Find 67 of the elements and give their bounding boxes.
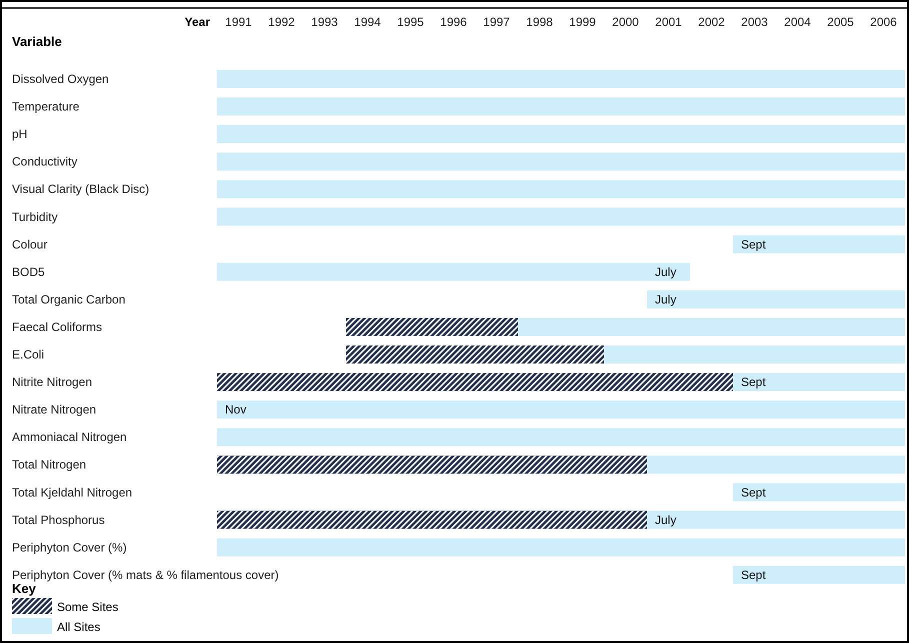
x-tick-label: 1995 [397, 15, 424, 29]
legend-label: All Sites [57, 620, 100, 634]
x-tick-label: 1994 [354, 15, 382, 29]
bar [217, 98, 905, 116]
y-axis-title: Variable [12, 34, 62, 49]
x-tick-label: 1999 [569, 15, 596, 29]
annotation: Sept [741, 237, 766, 252]
legend-title: Key [12, 581, 37, 596]
y-tick-label: BOD5 [12, 264, 46, 279]
bar [217, 400, 905, 419]
x-tick-label: 1998 [526, 15, 554, 29]
bar [647, 456, 905, 474]
bar [518, 318, 905, 336]
y-tick-label: Dissolved Oxygen [12, 72, 109, 86]
y-tick-label: Nitrite Nitrogen [12, 375, 92, 390]
y-tick-label: Total Phosphorus [12, 512, 105, 527]
y-tick-label: Colour [12, 237, 48, 252]
y-tick-label: Total Nitrogen [12, 458, 86, 472]
x-tick-label: 1993 [311, 15, 338, 29]
bar [647, 290, 905, 308]
x-tick-label: 2003 [741, 15, 768, 29]
y-tick-label: Faecal Coliforms [12, 320, 102, 334]
bar [217, 538, 905, 556]
x-tick-label: 2004 [784, 15, 812, 29]
x-tick-label: 1996 [440, 15, 468, 29]
legend-label: Some Sites [57, 600, 118, 614]
x-tick-label: 2002 [698, 15, 726, 29]
x-tick-label: 2006 [870, 15, 898, 29]
annotation: Sept [741, 568, 766, 582]
x-tick-label: 1992 [268, 15, 296, 29]
y-tick-label: Ammoniacal Nitrogen [12, 430, 127, 444]
bar [217, 262, 690, 281]
y-tick-label: pH [12, 127, 28, 142]
bar [217, 125, 905, 144]
annotation: July [655, 512, 676, 527]
y-tick-label: Total Organic Carbon [12, 292, 126, 306]
bar [733, 373, 905, 392]
y-tick-label: Conductivity [12, 154, 78, 169]
y-tick-label: Total Kjeldahl Nitrogen [12, 485, 132, 500]
x-tick-label: 2005 [827, 15, 854, 29]
bar [733, 235, 905, 254]
y-tick-label: Visual Clarity (Black Disc) [12, 182, 150, 196]
bar [217, 152, 905, 171]
x-tick-label: 2001 [655, 15, 682, 29]
y-tick-label: Nitrate Nitrogen [12, 402, 96, 417]
annotation: Sept [741, 485, 766, 500]
bar [217, 428, 905, 446]
bar [733, 483, 905, 502]
bar [217, 208, 905, 226]
bar [604, 346, 905, 364]
y-tick-label: Turbidity [12, 210, 58, 224]
y-tick-label: E.Coli [12, 348, 44, 362]
bar [733, 566, 905, 584]
x-tick-label: 1991 [225, 15, 252, 29]
annotation: July [655, 264, 676, 279]
x-tick-label: 2000 [612, 15, 640, 29]
y-tick-label: Periphyton Cover (% mats & % filamentous cover) [12, 568, 279, 582]
y-tick-label: Temperature [12, 100, 80, 114]
y-tick-label: Periphyton Cover (%) [12, 540, 127, 554]
x-tick-label: 1997 [483, 15, 510, 29]
annotation: July [655, 292, 676, 306]
bar [217, 180, 905, 198]
annotation: Sept [741, 375, 766, 390]
bar [217, 70, 905, 88]
x-axis-title: Year [184, 15, 210, 29]
bar [647, 510, 905, 529]
annotation: Nov [225, 402, 246, 417]
